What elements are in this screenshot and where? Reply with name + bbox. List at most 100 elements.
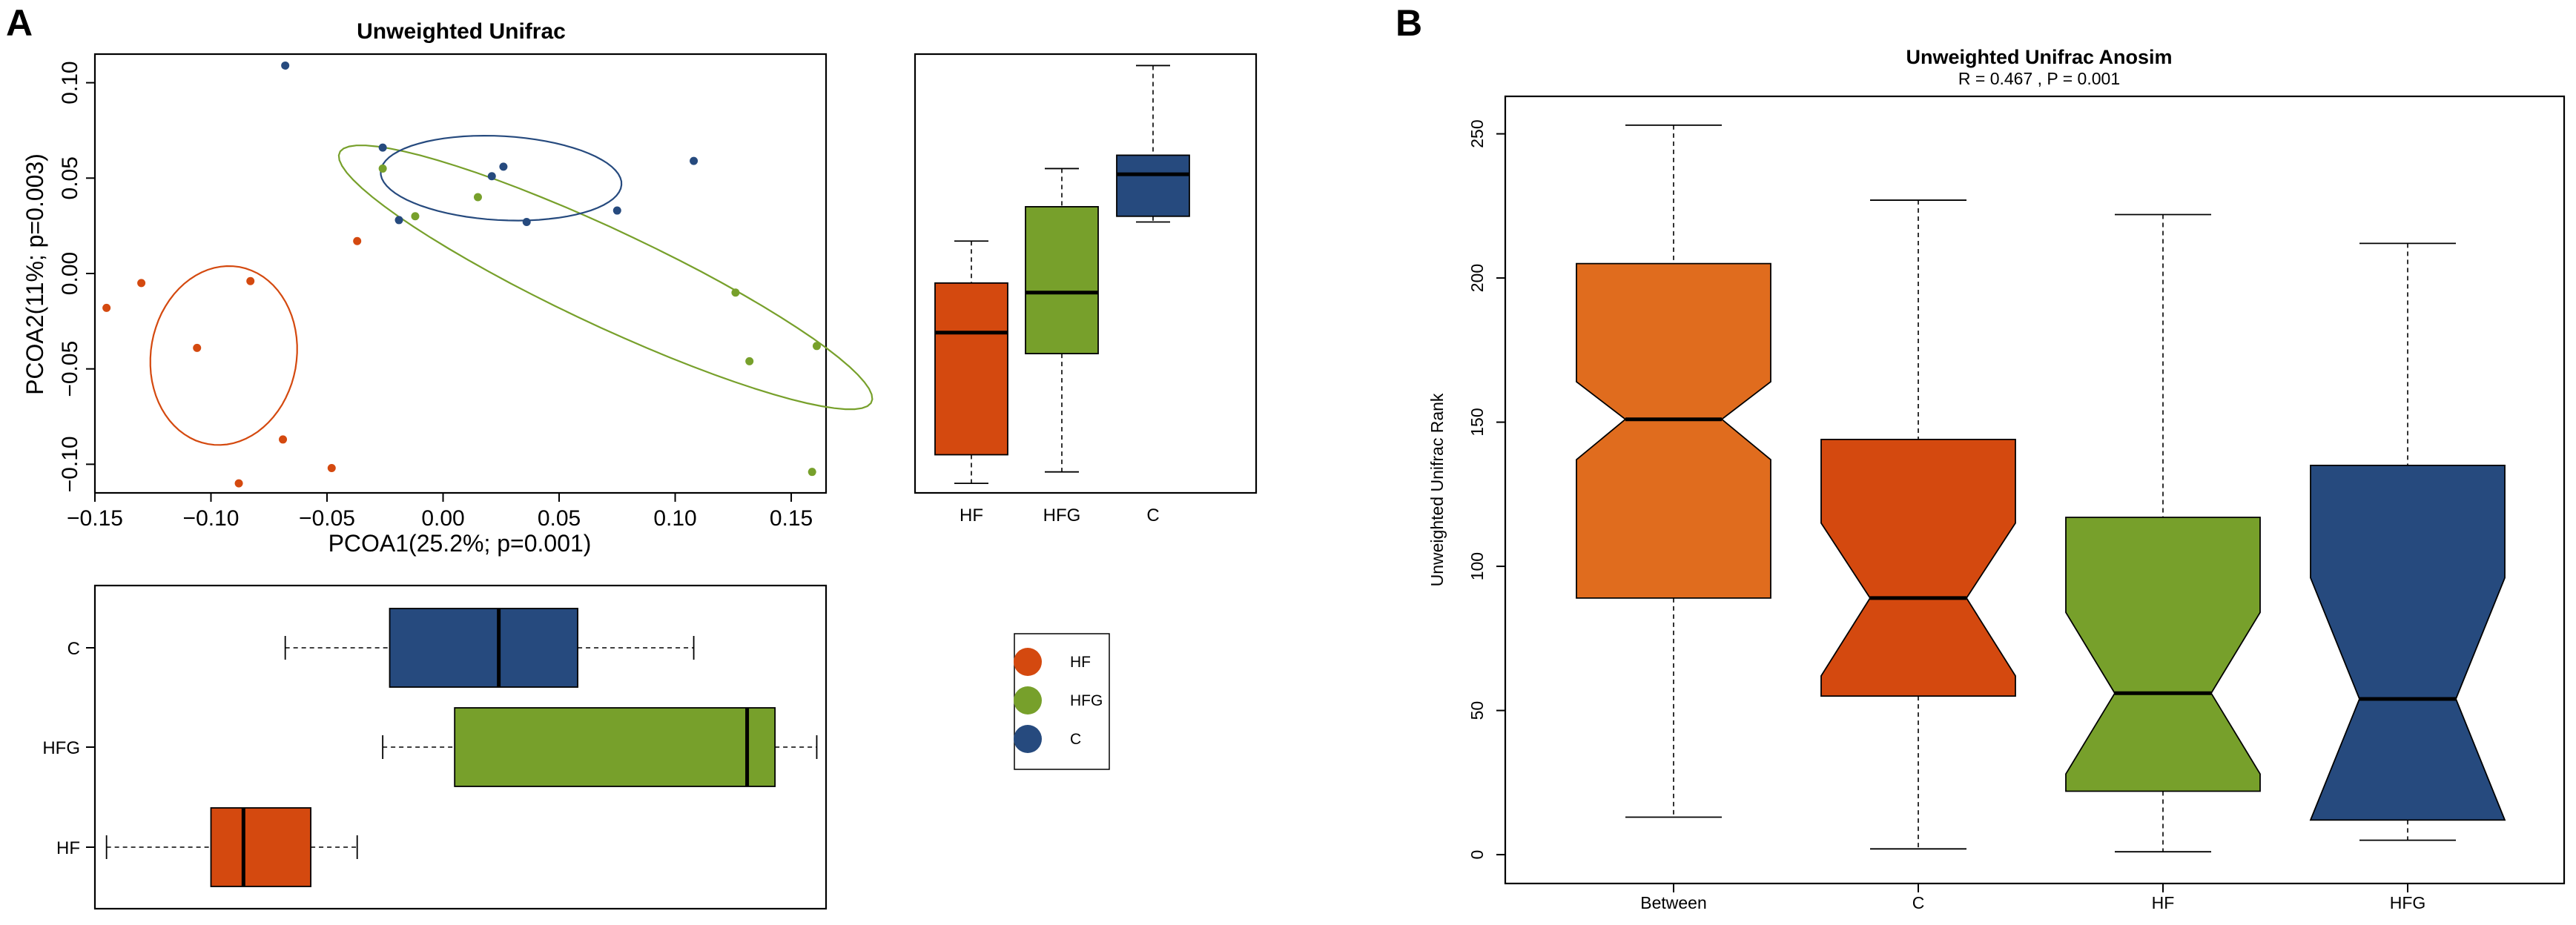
point-hf — [102, 303, 111, 312]
pc2-category-labels: HF HFG C — [960, 505, 1160, 526]
anosim-frame — [1504, 95, 2566, 885]
x-tick-label: −0.10 — [183, 506, 240, 531]
anosim-label-between: Between — [1640, 893, 1707, 912]
legend-hf-marker — [1014, 648, 1042, 676]
pcoa-title: Unweighted Unifrac — [357, 19, 566, 44]
pc1-label-c: C — [67, 639, 80, 659]
pcoa-ellipses — [149, 134, 873, 446]
pc1-label-hfg: HFG — [42, 738, 80, 758]
y-tick-label: 100 — [1467, 552, 1487, 580]
anosim-boxes — [1576, 125, 2506, 853]
pcoa-points — [102, 61, 821, 488]
anosim-y-axis-label: Unweighted Unifrac Rank — [1427, 393, 1447, 586]
group-legend: HF HFG C — [1014, 633, 1110, 770]
pcoa-y-axis-label: PCOA2(11%; p=0.003) — [22, 153, 48, 395]
x-tick-label: 0.15 — [770, 506, 813, 531]
x-tick-label: 0.00 — [421, 506, 464, 531]
point-hfg — [731, 288, 740, 297]
pcoa-y-axis: −0.10 −0.05 0.00 0.05 0.10 — [58, 61, 95, 492]
point-hfg — [808, 468, 816, 477]
pcoa-frame — [93, 53, 828, 494]
ellipse-c — [380, 134, 623, 222]
x-tick-label: 0.05 — [538, 506, 581, 531]
pc1-boxplot: HF HFG C — [42, 584, 828, 910]
pc2-boxplot-frame — [914, 53, 1258, 494]
pc2-boxplot: HF HFG C — [914, 53, 1258, 526]
pc1-boxes — [105, 608, 818, 887]
point-hfg — [378, 164, 387, 173]
point-c — [281, 61, 290, 70]
box-body — [2309, 465, 2506, 821]
y-tick-label: 0.10 — [58, 61, 82, 104]
pc2-box-hf — [934, 240, 1008, 485]
legend-hf-label: HF — [1070, 654, 1091, 671]
point-c — [394, 216, 403, 225]
y-tick-label: 250 — [1467, 119, 1487, 147]
anosim-label-c: C — [1912, 893, 1925, 912]
point-hfg — [812, 342, 821, 351]
anosim-x-axis: Between C HF HFG — [1640, 883, 2425, 912]
point-hf — [327, 464, 336, 473]
pcoa-x-axis: −0.15 −0.10 −0.05 0.00 0.05 0.10 0.15 — [67, 493, 813, 531]
legend-c-marker — [1014, 725, 1042, 753]
box-body — [1116, 154, 1190, 217]
y-tick-label: 200 — [1467, 264, 1487, 292]
anosim-label-hf: HF — [2152, 893, 2175, 912]
box-body — [1576, 262, 1771, 599]
x-tick-label: −0.05 — [299, 506, 355, 531]
panel-b-label: B — [1396, 2, 1422, 44]
anosim-boxplot: 0 50 100 150 200 250 Between C HF HFG Unweighted… — [1427, 95, 2566, 912]
point-hf — [353, 236, 362, 245]
point-c — [499, 162, 508, 171]
pc1-box-hf — [105, 807, 358, 887]
y-tick-label: 150 — [1467, 408, 1487, 436]
point-c — [378, 143, 387, 152]
point-hfg — [745, 357, 754, 365]
pcoa-x-axis-label: PCOA1(25.2%; p=0.001) — [328, 530, 592, 557]
box-body — [389, 608, 578, 688]
anosim-label-hfg: HFG — [2390, 893, 2426, 912]
pc1-label-hf: HF — [56, 838, 80, 858]
anosim-box-hf — [2065, 213, 2261, 853]
pc2-boxes — [934, 64, 1190, 485]
point-hfg — [473, 193, 482, 202]
pc2-box-hfg — [1025, 168, 1099, 473]
panel-a-label: A — [6, 2, 33, 44]
pc1-box-hfg — [382, 707, 818, 787]
box-body — [454, 707, 776, 787]
box-body — [1820, 439, 2016, 697]
box-body — [2065, 517, 2261, 792]
pc2-box-c — [1116, 64, 1190, 223]
point-c — [487, 172, 496, 181]
ellipse-hfg — [337, 145, 873, 411]
box-body — [210, 807, 312, 887]
y-tick-label: 50 — [1467, 701, 1487, 720]
x-tick-label: −0.15 — [67, 506, 123, 531]
anosim-title: Unweighted Unifrac Anosim — [1906, 46, 2172, 68]
pcoa-scatter-plot: −0.15 −0.10 −0.05 0.00 0.05 0.10 0.15 −0.10−0.… — [22, 53, 873, 557]
point-c — [522, 218, 531, 227]
point-c — [612, 206, 621, 215]
y-tick-label: −0.10 — [58, 436, 82, 492]
point-hf — [193, 343, 202, 352]
y-tick-label: −0.05 — [58, 341, 82, 397]
anosim-box-hfg — [2309, 242, 2506, 841]
pc2-label-hfg: HFG — [1043, 505, 1081, 526]
legend-c-label: C — [1070, 731, 1081, 748]
box-body — [934, 282, 1008, 456]
y-tick-label: 0.05 — [58, 156, 82, 199]
anosim-box-c — [1820, 199, 2016, 850]
y-tick-label: 0.00 — [58, 252, 82, 295]
legend-hfg-marker — [1014, 686, 1042, 715]
box-body — [1025, 206, 1099, 355]
point-hf — [246, 276, 255, 285]
pc1-box-c — [284, 608, 695, 688]
point-c — [690, 156, 699, 165]
anosim-box-between — [1576, 125, 1771, 818]
pc2-label-c: C — [1146, 505, 1159, 526]
x-tick-label: 0.10 — [653, 506, 696, 531]
ellipse-hf — [149, 265, 298, 446]
point-hf — [234, 479, 243, 488]
point-hf — [279, 435, 288, 444]
